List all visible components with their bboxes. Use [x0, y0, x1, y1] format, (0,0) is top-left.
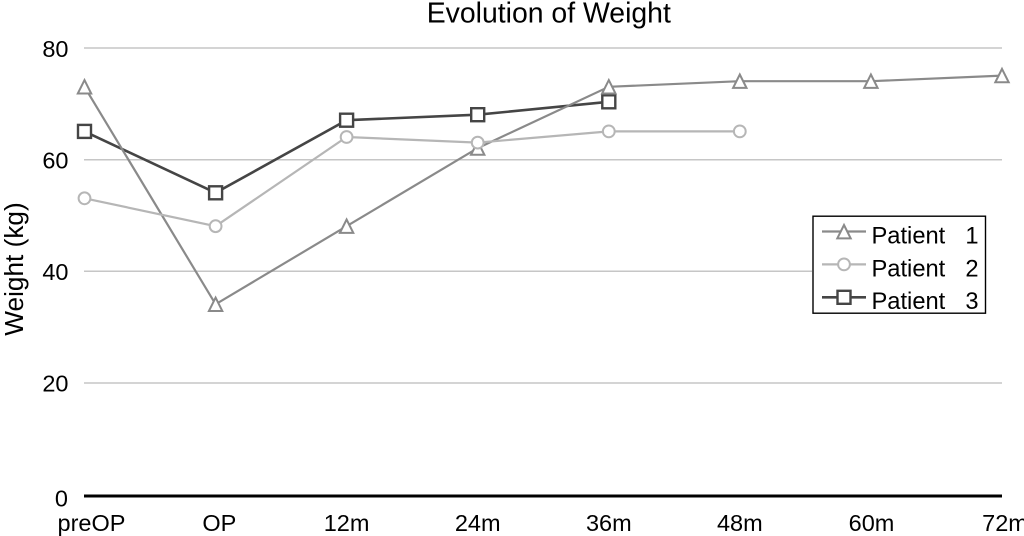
- svg-text:12m: 12m: [324, 510, 370, 536]
- svg-text:Weight (kg): Weight (kg): [0, 202, 29, 335]
- svg-text:Patient: Patient: [872, 223, 946, 249]
- svg-text:60m: 60m: [849, 510, 895, 536]
- svg-text:20: 20: [42, 371, 68, 397]
- svg-text:36m: 36m: [586, 510, 632, 536]
- svg-text:24m: 24m: [455, 510, 501, 536]
- svg-text:2: 2: [965, 256, 978, 282]
- svg-text:1: 1: [965, 223, 978, 249]
- svg-text:48m: 48m: [717, 510, 763, 536]
- svg-text:3: 3: [965, 289, 978, 315]
- svg-text:Patient: Patient: [872, 256, 946, 282]
- svg-text:60: 60: [42, 147, 68, 173]
- svg-text:preOP: preOP: [58, 510, 126, 536]
- svg-text:Evolution of Weight: Evolution of Weight: [427, 0, 671, 30]
- svg-text:40: 40: [42, 259, 68, 285]
- svg-text:72m: 72m: [982, 510, 1024, 536]
- svg-text:0: 0: [55, 486, 68, 512]
- svg-text:OP: OP: [202, 510, 236, 536]
- svg-text:Patient: Patient: [872, 289, 946, 315]
- svg-text:80: 80: [42, 36, 68, 62]
